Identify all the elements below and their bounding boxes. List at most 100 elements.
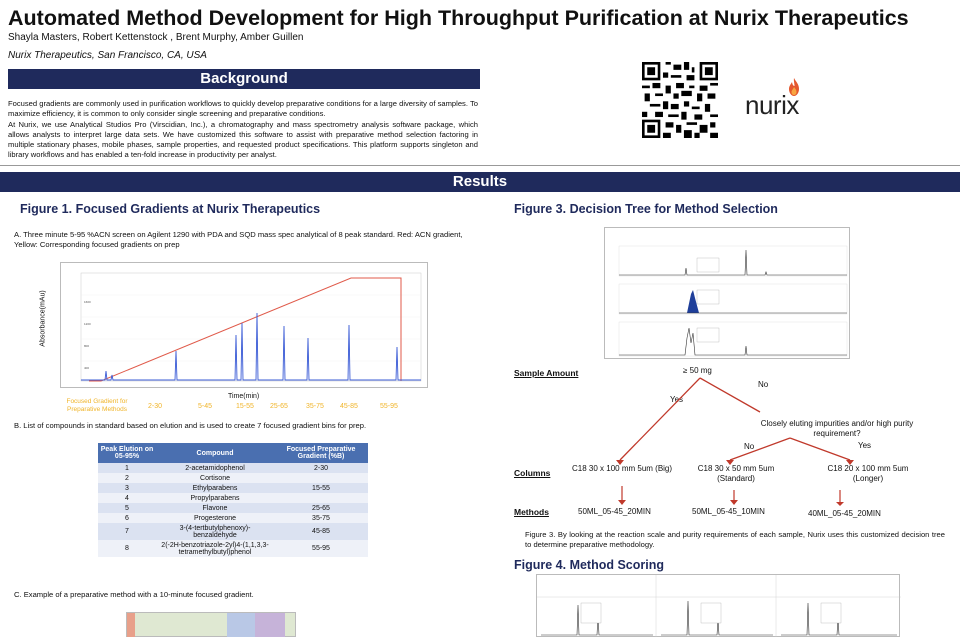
- cell-compound: Propylparabens: [156, 493, 274, 503]
- chromatogram-panel: [604, 227, 850, 359]
- column-option-longer: C18 20 x 100 mm 5um (Longer): [818, 464, 918, 484]
- cell-compound: 2-acetamidophenol: [156, 463, 274, 473]
- cell-compound: Ethylparabens: [156, 483, 274, 493]
- logo-wordmark: nurix: [745, 90, 799, 120]
- table-row: 1 2-acetamidophenol 2-30: [98, 463, 368, 473]
- table-row: 6 Progesterone 35-75: [98, 513, 368, 523]
- cell-peak: 3: [98, 483, 156, 493]
- bin-label: 35-75: [306, 403, 324, 410]
- cell-gradient: 35-75: [274, 513, 368, 523]
- cell-peak: 4: [98, 493, 156, 503]
- table-header-peak: Peak Elution on 05-95%: [98, 443, 156, 463]
- bin-label: 45-85: [340, 403, 358, 410]
- affiliation: Nurix Therapeutics, San Francisco, CA, U…: [8, 50, 207, 61]
- authors: Shayla Masters, Robert Kettenstock , Bre…: [8, 32, 304, 43]
- figure-4-title: Figure 4. Method Scoring: [514, 558, 665, 572]
- cell-peak: 5: [98, 503, 156, 513]
- prep-method-chart: [126, 612, 296, 637]
- table-row: 3 Ethylparabens 15-55: [98, 483, 368, 493]
- decision-yes-2: Yes: [858, 441, 872, 450]
- bin-label: 25-65: [270, 403, 288, 410]
- methods-label: Methods: [514, 507, 549, 517]
- x-axis-label: Time(min): [228, 393, 260, 400]
- cell-compound: Flavone: [156, 503, 274, 513]
- figure-1-title: Figure 1. Focused Gradients at Nurix The…: [20, 202, 321, 216]
- bin-label: 55-95: [380, 403, 398, 410]
- y-axis-label-wrap: Absorbance(mAu): [36, 275, 50, 365]
- cell-gradient: [274, 473, 368, 483]
- decision-tree-lines: [616, 377, 854, 465]
- cell-gradient: [274, 493, 368, 503]
- prep-region-red: [127, 613, 135, 637]
- method-2: 50ML_05-45_10MIN: [692, 507, 765, 516]
- cell-peak: 6: [98, 513, 156, 523]
- figure-1-caption-a: A. Three minute 5-95 %ACN screen on Agil…: [14, 230, 463, 249]
- background-paragraph-1: Focused gradients are commonly used in p…: [8, 99, 478, 119]
- bin-label: 2-30: [148, 403, 163, 410]
- column-longer-line2: (Longer): [852, 474, 884, 483]
- table-header-gradient: Focused Preparative Gradient (%B): [274, 443, 368, 463]
- table-header-compound: Compound: [156, 443, 274, 463]
- prep-region-blue: [227, 613, 255, 637]
- column-method-arrows: [618, 486, 844, 506]
- chromatogram-chart: 1600 1200 800 400: [60, 262, 428, 388]
- column-standard-line2: (Standard): [717, 474, 755, 483]
- acn-gradient-line: [89, 277, 402, 382]
- y-axis-label: Absorbance(mAu): [39, 290, 47, 347]
- qr-code-icon[interactable]: [641, 62, 719, 138]
- bin-label: 15-55: [236, 403, 254, 410]
- bin-label: 5-45: [198, 403, 213, 410]
- peak-trace: [81, 312, 421, 381]
- chromatogram-panel-svg: [618, 245, 848, 357]
- column-longer-line1: C18 20 x 100 mm 5um: [827, 464, 909, 473]
- cell-compound: 2(-2H-benzotriazole-2yl)4-(1,1,3,3-tetra…: [156, 540, 274, 557]
- method-3: 40ML_05-45_20MIN: [808, 509, 881, 518]
- figure-1-caption-c: C. Example of a preparative method with …: [14, 590, 254, 599]
- prep-region-purple: [255, 613, 285, 637]
- cell-compound: 3-(4-tertbutylphenoxy)-benzaldehyde: [156, 523, 274, 540]
- figure-1-caption-b: B. List of compounds in standard based o…: [14, 421, 367, 430]
- column-option-big: C18 30 x 100 mm 5um (Big): [572, 464, 673, 473]
- focused-gradient-label: Focused Gradient for Preparative Methods: [66, 398, 128, 413]
- decision-no-2: No: [744, 442, 755, 451]
- cell-peak: 8: [98, 540, 156, 557]
- cell-gradient: 55-95: [274, 540, 368, 557]
- table-row: 8 2(-2H-benzotriazole-2yl)4-(1,1,3,3-tetr…: [98, 540, 368, 557]
- cell-gradient: 25-65: [274, 503, 368, 513]
- cell-gradient: 45-85: [274, 523, 368, 540]
- table-row: 4 Propylparabens: [98, 493, 368, 503]
- svg-text:1600: 1600: [84, 300, 91, 304]
- method-scoring-panel: [536, 574, 901, 637]
- decision-no-1: No: [758, 380, 769, 389]
- poster-title: Automated Method Development for High Th…: [8, 6, 909, 30]
- divider: [0, 165, 960, 166]
- columns-label: Columns: [514, 468, 551, 478]
- cell-compound: Cortisone: [156, 473, 274, 483]
- flame-icon: [789, 78, 799, 96]
- column-standard-line1: C18 30 x 50 mm 5um: [697, 464, 775, 473]
- results-heading: Results: [0, 172, 960, 192]
- table-row: 7 3-(4-tertbutylphenoxy)-benzaldehyde 45-8…: [98, 523, 368, 540]
- cell-peak: 7: [98, 523, 156, 540]
- method-scoring-svg: [537, 575, 901, 637]
- table-row: 5 Flavone 25-65: [98, 503, 368, 513]
- cell-peak: 2: [98, 473, 156, 483]
- figure-3-caption: Figure 3. By looking at the reaction sca…: [525, 530, 945, 549]
- decision-question: Closely eluting impurities and/or high p…: [760, 419, 914, 438]
- gradient-bins: 2-30 5-45 15-55 25-65 35-75 45-85 55-95: [140, 403, 430, 413]
- sample-amount-label: Sample Amount: [514, 368, 579, 378]
- svg-text:1200: 1200: [84, 322, 91, 326]
- method-1: 50ML_05-45_20MIN: [578, 507, 651, 516]
- cell-gradient: 2-30: [274, 463, 368, 473]
- threshold-label: ≥ 50 mg: [683, 366, 712, 375]
- svg-text:400: 400: [84, 366, 89, 370]
- background-paragraph-2: At Nurix, we use Analytical Studios Pro …: [8, 119, 478, 160]
- background-heading: Background: [8, 69, 480, 89]
- column-option-standard: C18 30 x 50 mm 5um (Standard): [688, 464, 784, 484]
- background-text: Focused gradients are commonly used in p…: [8, 99, 478, 161]
- cell-compound: Progesterone: [156, 513, 274, 523]
- svg-text:800: 800: [84, 344, 89, 348]
- decision-yes-1: Yes: [670, 395, 684, 404]
- figure-3-title: Figure 3. Decision Tree for Method Selec…: [514, 202, 778, 216]
- cell-peak: 1: [98, 463, 156, 473]
